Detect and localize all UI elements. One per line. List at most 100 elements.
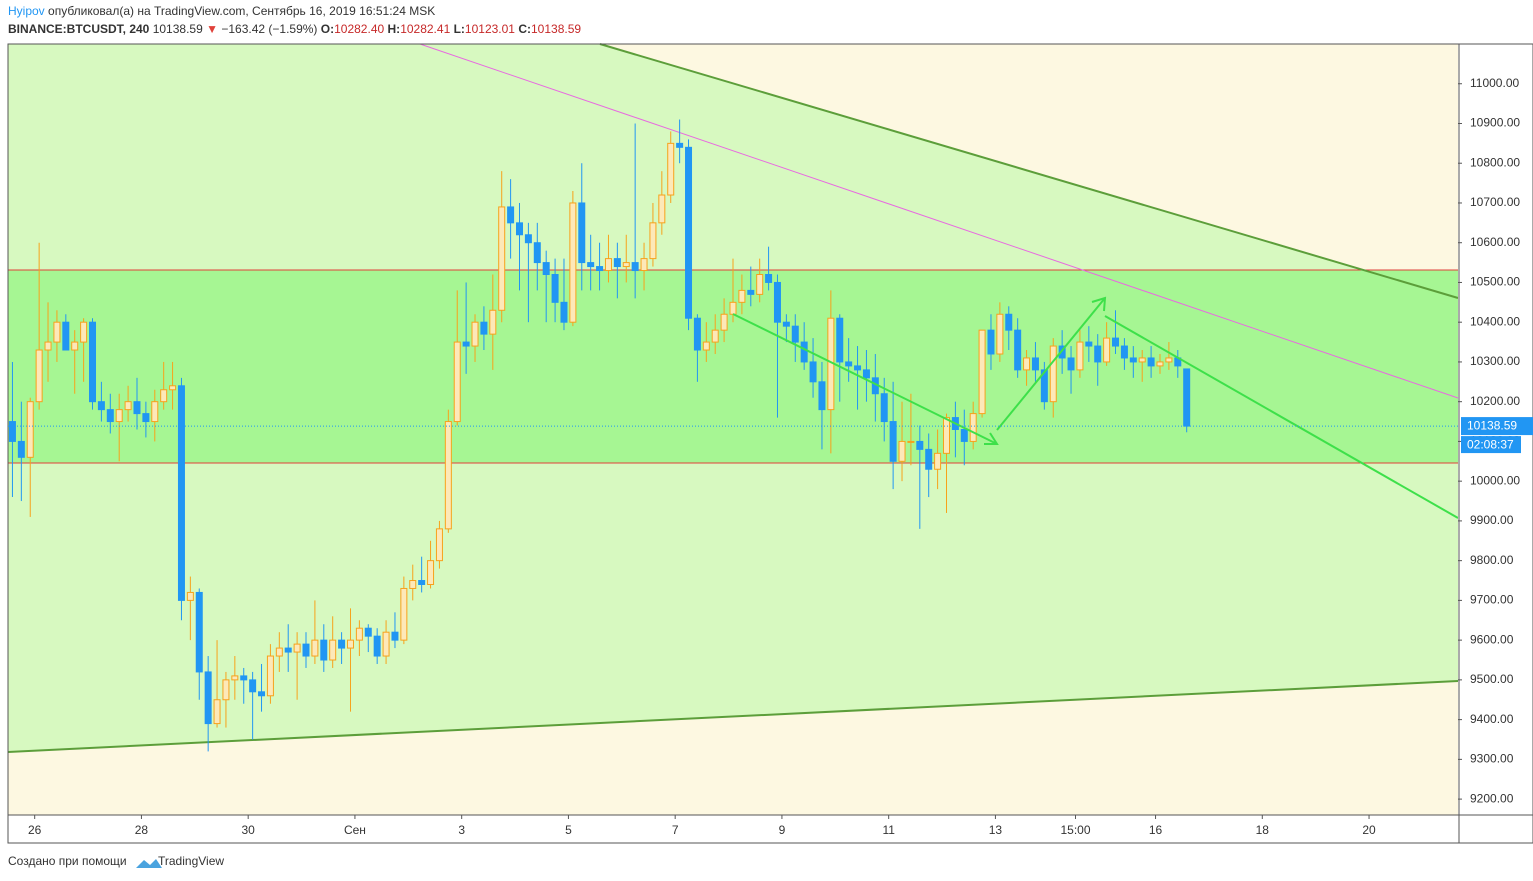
x-tick-label: 3 xyxy=(458,823,465,837)
candle-body xyxy=(889,421,897,462)
candle-body xyxy=(44,341,52,351)
candle-body xyxy=(115,409,123,423)
symbol: BINANCE:BTCUSDT, 240 xyxy=(8,22,150,36)
candle-body xyxy=(373,635,381,657)
candle-body xyxy=(578,202,586,264)
candle-body xyxy=(934,452,942,470)
candle-body xyxy=(756,274,764,295)
candle-body xyxy=(987,329,995,355)
price-tag-label: 10138.59 xyxy=(1467,418,1517,432)
candle-body xyxy=(702,341,710,351)
candle-body xyxy=(151,401,159,423)
candle-body xyxy=(266,655,274,697)
h: 10282.41 xyxy=(400,22,450,36)
candle-body xyxy=(1014,329,1022,371)
candle-body xyxy=(542,262,550,276)
candle-body xyxy=(1138,357,1146,363)
candle-body xyxy=(960,429,968,442)
candle-body xyxy=(8,421,16,442)
candle-body xyxy=(177,385,185,601)
candle-body xyxy=(836,317,844,363)
trend-upper xyxy=(599,43,1459,299)
candle-body xyxy=(747,289,755,295)
candle-body xyxy=(427,560,435,585)
candle-body xyxy=(907,440,915,443)
candle-body xyxy=(89,321,97,403)
candle-body xyxy=(275,647,283,657)
candle-body xyxy=(106,409,114,423)
published: опубликовал(а) на TradingView.com, Сентя… xyxy=(48,4,435,18)
y-tick-label: 10500.00 xyxy=(1470,275,1520,289)
candle-body xyxy=(782,321,790,327)
y-tick-label: 10900.00 xyxy=(1470,116,1520,130)
candle-body xyxy=(1085,341,1093,347)
candle-body xyxy=(1112,337,1120,347)
candle-body xyxy=(524,234,532,244)
trend-lower xyxy=(7,680,1459,753)
candle-body xyxy=(133,401,141,415)
candle-body xyxy=(658,194,666,224)
candle-body xyxy=(204,671,212,725)
y-tick-label: 11000.00 xyxy=(1470,76,1519,90)
c-label: C: xyxy=(518,22,531,36)
candle-body xyxy=(97,401,105,411)
candle-body xyxy=(284,647,292,653)
candle-body xyxy=(249,679,257,693)
candle-body xyxy=(400,587,408,641)
candle-body xyxy=(53,321,61,343)
footer-brand[interactable]: TradingView xyxy=(158,854,224,868)
candle-body xyxy=(311,639,319,657)
l-label: L: xyxy=(454,22,465,36)
countdown-bg xyxy=(1461,436,1521,454)
y-tick-label: 9800.00 xyxy=(1470,553,1514,567)
candle-body xyxy=(320,639,328,661)
y-tick-label: 9300.00 xyxy=(1470,752,1514,766)
candle-body xyxy=(516,222,524,236)
candle-body xyxy=(258,691,266,697)
candle-body xyxy=(80,321,88,343)
candle-body xyxy=(622,262,630,268)
candle-body xyxy=(996,313,1004,355)
candle-body xyxy=(604,258,612,272)
candle-body xyxy=(1165,357,1173,363)
candle-body xyxy=(355,627,363,641)
candle-body xyxy=(862,369,870,379)
candle-body xyxy=(978,329,986,415)
candle-body xyxy=(1183,368,1191,427)
candle-body xyxy=(346,639,354,649)
arrows xyxy=(732,296,1459,519)
candle-body xyxy=(213,699,221,725)
candle-body xyxy=(1023,357,1031,371)
x-tick-label: 16 xyxy=(1149,823,1163,837)
candle-body xyxy=(640,258,648,272)
candle-body xyxy=(845,361,853,367)
y-tick-label: 10300.00 xyxy=(1470,354,1520,368)
candle-body xyxy=(560,301,568,323)
change: −163.42 (−1.59%) xyxy=(221,22,317,36)
candle-body xyxy=(613,258,621,268)
candle-body xyxy=(729,301,737,315)
candle-body xyxy=(507,206,515,224)
candle-body xyxy=(498,206,506,311)
candle-body xyxy=(1049,345,1057,403)
c: 10138.59 xyxy=(531,22,581,36)
candle-body xyxy=(676,142,684,148)
candle-body xyxy=(596,266,604,272)
y-tick-label: 9700.00 xyxy=(1470,593,1514,607)
candle-body xyxy=(1040,369,1048,403)
x-tick-label: 20 xyxy=(1362,823,1376,837)
h-label: H: xyxy=(388,22,401,36)
candle-body xyxy=(942,417,950,454)
candle-body xyxy=(1031,357,1039,371)
candle-body xyxy=(489,309,497,335)
last: 10138.59 xyxy=(153,22,203,36)
candle-body xyxy=(1129,357,1137,363)
candle-body xyxy=(471,321,479,347)
o: 10282.40 xyxy=(334,22,384,36)
candle-body xyxy=(169,385,177,391)
candle-body xyxy=(17,440,25,458)
candle-body xyxy=(551,274,559,303)
x-tick-label: 7 xyxy=(672,823,679,837)
